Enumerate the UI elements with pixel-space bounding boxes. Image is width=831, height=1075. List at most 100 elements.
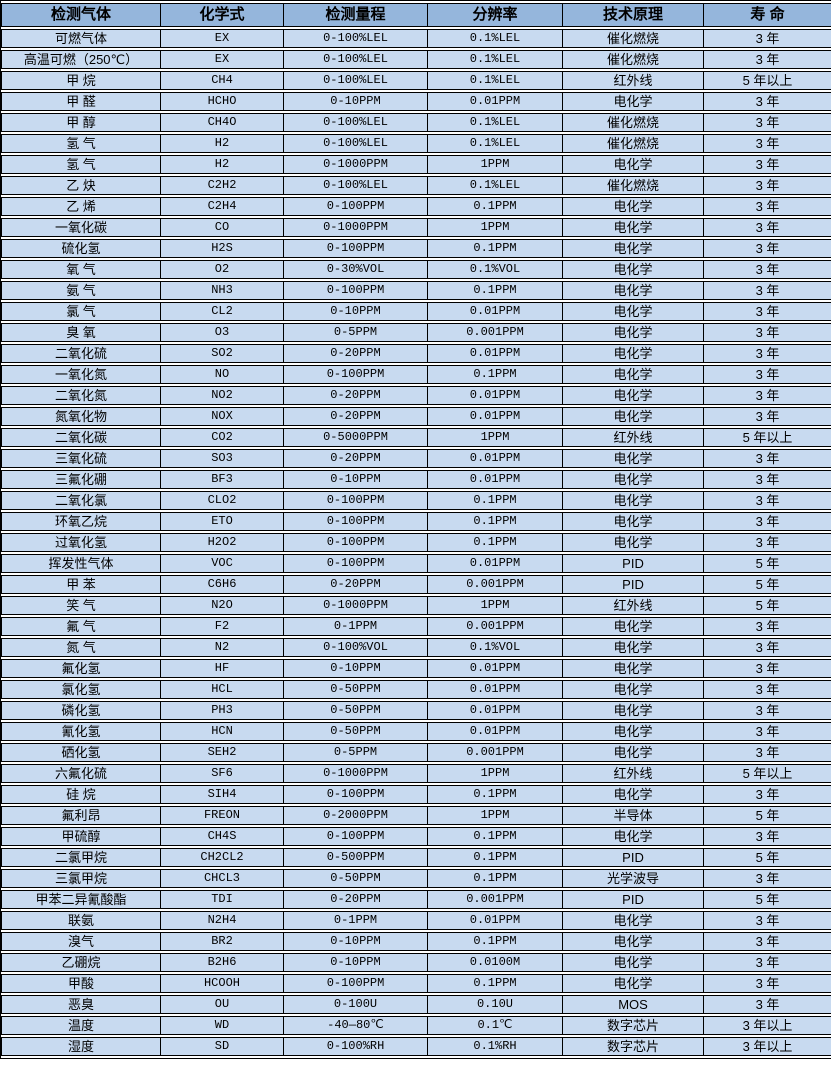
table-row: 联氨 N2H4 0-1PPM 0.01PPM 电化学 3 年 — [1, 911, 831, 930]
cell-technology: 催化燃烧 — [563, 50, 704, 69]
cell-chemical-formula: O2 — [161, 260, 284, 279]
cell-gas-name: 二氧化硫 — [1, 344, 161, 363]
table-row: 氮 气 N2 0-100%VOL 0.1%VOL 电化学 3 年 — [1, 638, 831, 657]
cell-lifespan: 3 年 — [704, 155, 831, 174]
cell-chemical-formula: H2 — [161, 155, 284, 174]
table-row: 高温可燃（250℃） EX 0-100%LEL 0.1%LEL 催化燃烧 3 年 — [1, 50, 831, 69]
cell-detection-range: 0-5PPM — [284, 743, 428, 762]
cell-technology: 电化学 — [563, 281, 704, 300]
cell-detection-range: 0-10PPM — [284, 302, 428, 321]
cell-chemical-formula: SEH2 — [161, 743, 284, 762]
cell-chemical-formula: B2H6 — [161, 953, 284, 972]
cell-technology: 电化学 — [563, 680, 704, 699]
cell-gas-name: 氮 气 — [1, 638, 161, 657]
cell-resolution: 0.1PPM — [428, 932, 563, 951]
cell-chemical-formula: C2H2 — [161, 176, 284, 195]
cell-lifespan: 5 年 — [704, 596, 831, 615]
cell-detection-range: 0-100PPM — [284, 281, 428, 300]
cell-technology: 红外线 — [563, 428, 704, 447]
cell-gas-name: 湿度 — [1, 1037, 161, 1056]
cell-detection-range: 0-1000PPM — [284, 155, 428, 174]
cell-detection-range: 0-100%RH — [284, 1037, 428, 1056]
column-header-technology: 技术原理 — [563, 3, 704, 27]
cell-lifespan: 3 年 — [704, 302, 831, 321]
cell-technology: 电化学 — [563, 911, 704, 930]
cell-gas-name: 乙 炔 — [1, 176, 161, 195]
cell-gas-name: 三氯甲烷 — [1, 869, 161, 888]
cell-gas-name: 硅 烷 — [1, 785, 161, 804]
cell-chemical-formula: SO3 — [161, 449, 284, 468]
table-row: 一氧化氮 NO 0-100PPM 0.1PPM 电化学 3 年 — [1, 365, 831, 384]
cell-detection-range: 0-10PPM — [284, 932, 428, 951]
cell-resolution: 1PPM — [428, 806, 563, 825]
cell-resolution: 0.01PPM — [428, 470, 563, 489]
cell-gas-name: 氨 气 — [1, 281, 161, 300]
cell-resolution: 0.01PPM — [428, 554, 563, 573]
cell-resolution: 1PPM — [428, 596, 563, 615]
cell-gas-name: 笑 气 — [1, 596, 161, 615]
cell-detection-range: 0-50PPM — [284, 680, 428, 699]
table-row: 六氟化硫 SF6 0-1000PPM 1PPM 红外线 5 年以上 — [1, 764, 831, 783]
table-row: 氯 气 CL2 0-10PPM 0.01PPM 电化学 3 年 — [1, 302, 831, 321]
cell-chemical-formula: C2H4 — [161, 197, 284, 216]
cell-gas-name: 氧 气 — [1, 260, 161, 279]
cell-chemical-formula: ETO — [161, 512, 284, 531]
cell-detection-range: 0-50PPM — [284, 701, 428, 720]
cell-technology: 电化学 — [563, 743, 704, 762]
cell-resolution: 0.1PPM — [428, 365, 563, 384]
cell-chemical-formula: O3 — [161, 323, 284, 342]
cell-technology: 数字芯片 — [563, 1037, 704, 1056]
table-body: 可燃气体 EX 0-100%LEL 0.1%LEL 催化燃烧 3 年 高温可燃（… — [1, 29, 831, 1056]
cell-detection-range: 0-10PPM — [284, 470, 428, 489]
cell-chemical-formula: CL2 — [161, 302, 284, 321]
cell-lifespan: 3 年 — [704, 239, 831, 258]
cell-detection-range: 0-20PPM — [284, 386, 428, 405]
table-row: 氰化氢 HCN 0-50PPM 0.01PPM 电化学 3 年 — [1, 722, 831, 741]
table-row: 乙硼烷 B2H6 0-10PPM 0.0100M 电化学 3 年 — [1, 953, 831, 972]
cell-detection-range: 0-100%LEL — [284, 29, 428, 48]
cell-chemical-formula: SIH4 — [161, 785, 284, 804]
cell-chemical-formula: BF3 — [161, 470, 284, 489]
cell-chemical-formula: HCHO — [161, 92, 284, 111]
cell-chemical-formula: CH4O — [161, 113, 284, 132]
column-header-formula: 化学式 — [161, 3, 284, 27]
cell-technology: 电化学 — [563, 638, 704, 657]
cell-resolution: 0.1%VOL — [428, 260, 563, 279]
cell-chemical-formula: F2 — [161, 617, 284, 636]
cell-technology: 电化学 — [563, 92, 704, 111]
cell-resolution: 0.01PPM — [428, 659, 563, 678]
cell-technology: 红外线 — [563, 71, 704, 90]
cell-resolution: 0.01PPM — [428, 701, 563, 720]
cell-detection-range: 0-100PPM — [284, 554, 428, 573]
cell-detection-range: 0-20PPM — [284, 890, 428, 909]
cell-chemical-formula: NOX — [161, 407, 284, 426]
table-row: 甲硫醇 CH4S 0-100PPM 0.1PPM 电化学 3 年 — [1, 827, 831, 846]
cell-technology: 电化学 — [563, 344, 704, 363]
cell-resolution: 1PPM — [428, 764, 563, 783]
cell-lifespan: 3 年 — [704, 449, 831, 468]
cell-lifespan: 3 年 — [704, 113, 831, 132]
table-row: 乙 炔 C2H2 0-100%LEL 0.1%LEL 催化燃烧 3 年 — [1, 176, 831, 195]
cell-lifespan: 5 年以上 — [704, 71, 831, 90]
column-header-gas: 检测气体 — [1, 3, 161, 27]
cell-lifespan: 3 年 — [704, 323, 831, 342]
table-row: 甲 醛 HCHO 0-10PPM 0.01PPM 电化学 3 年 — [1, 92, 831, 111]
table-row: 硫化氢 H2S 0-100PPM 0.1PPM 电化学 3 年 — [1, 239, 831, 258]
cell-chemical-formula: N2H4 — [161, 911, 284, 930]
cell-detection-range: 0-100U — [284, 995, 428, 1014]
cell-gas-name: 甲硫醇 — [1, 827, 161, 846]
table-row: 甲 醇 CH4O 0-100%LEL 0.1%LEL 催化燃烧 3 年 — [1, 113, 831, 132]
cell-resolution: 0.1PPM — [428, 491, 563, 510]
cell-gas-name: 氟化氢 — [1, 659, 161, 678]
cell-gas-name: 二氧化氯 — [1, 491, 161, 510]
cell-resolution: 0.1%VOL — [428, 638, 563, 657]
cell-chemical-formula: FREON — [161, 806, 284, 825]
cell-technology: 催化燃烧 — [563, 134, 704, 153]
cell-lifespan: 3 年 — [704, 617, 831, 636]
cell-lifespan: 5 年 — [704, 575, 831, 594]
column-header-range: 检测量程 — [284, 3, 428, 27]
cell-gas-name: 甲 烷 — [1, 71, 161, 90]
cell-technology: 电化学 — [563, 512, 704, 531]
